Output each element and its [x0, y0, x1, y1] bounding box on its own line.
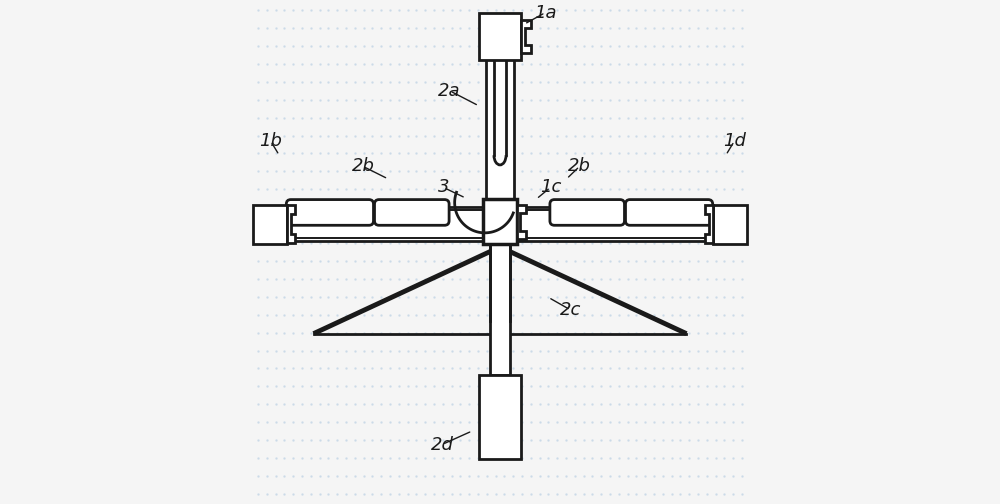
Text: 2a: 2a	[438, 82, 461, 100]
Text: 1b: 1b	[259, 132, 282, 150]
FancyBboxPatch shape	[625, 200, 713, 225]
Polygon shape	[517, 206, 526, 239]
FancyBboxPatch shape	[550, 200, 624, 225]
Text: 2c: 2c	[560, 301, 581, 319]
Text: 1a: 1a	[534, 4, 557, 22]
Bar	[253, 205, 287, 244]
Bar	[483, 199, 517, 244]
Text: 1d: 1d	[723, 132, 746, 150]
Bar	[490, 244, 510, 375]
Text: 2b: 2b	[568, 157, 591, 175]
Text: 2b: 2b	[351, 157, 374, 175]
Polygon shape	[287, 205, 295, 243]
Polygon shape	[521, 20, 531, 53]
Bar	[272, 207, 728, 241]
FancyBboxPatch shape	[286, 200, 373, 225]
Polygon shape	[705, 205, 713, 243]
Bar	[479, 375, 521, 459]
Bar	[713, 205, 747, 244]
Bar	[479, 13, 521, 60]
Text: 3: 3	[438, 178, 449, 197]
Text: 2d: 2d	[431, 435, 453, 454]
Bar	[486, 21, 514, 207]
Text: 1c: 1c	[540, 178, 561, 197]
FancyBboxPatch shape	[375, 200, 449, 225]
